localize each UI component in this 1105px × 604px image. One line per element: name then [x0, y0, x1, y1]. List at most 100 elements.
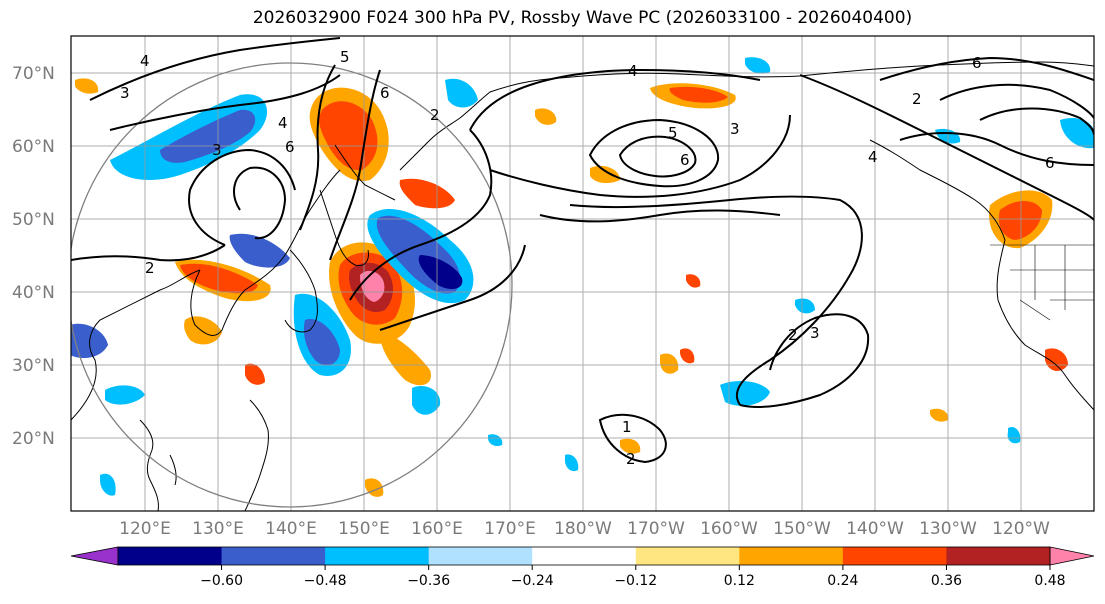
colorbar-segment	[635, 547, 740, 565]
negative-anomaly	[445, 78, 478, 108]
contour-label: 3	[212, 141, 222, 159]
lat-label: 70°N	[12, 64, 55, 84]
colorbar-segment	[118, 547, 223, 565]
longitude-labels: 120°E 130°E 140°E 150°E 160°E 170°E 180°…	[119, 519, 1050, 539]
admin-boundaries	[990, 244, 1094, 321]
lat-label: 30°N	[12, 356, 55, 376]
contour-label: 2	[145, 259, 155, 277]
positive-anomaly	[379, 330, 431, 386]
negative-anomaly	[303, 319, 340, 366]
positive-anomaly	[535, 108, 557, 125]
negative-anomaly	[488, 434, 503, 447]
contour-label: 1	[622, 418, 632, 436]
colorbar-segment	[739, 547, 844, 565]
positive-anomaly	[399, 178, 455, 209]
pv-anomaly-shading	[71, 57, 1094, 497]
contour-label: 6	[285, 138, 295, 156]
colorbar-segment	[428, 547, 533, 565]
contour-label: 5	[668, 124, 678, 142]
contour-labels: 4 3 6 5 2 4 6 2 3 4 5 6 3 6 4 6 2 2 3 1 …	[120, 48, 1055, 468]
contour-label: 4	[140, 52, 150, 70]
contour-label: 6	[680, 151, 690, 169]
positive-anomaly	[184, 316, 222, 345]
negative-anomaly	[100, 473, 116, 496]
lon-label: 170°W	[627, 519, 685, 539]
lon-label: 150°E	[338, 519, 390, 539]
pv-contours	[71, 37, 1094, 464]
lat-label: 50°N	[12, 210, 55, 230]
contour-label: 6	[1045, 154, 1055, 172]
colorbar-tick-label: 0.36	[931, 573, 962, 589]
lon-label: 130°E	[192, 519, 244, 539]
positive-anomaly	[245, 363, 265, 385]
negative-anomaly	[564, 454, 579, 472]
lat-label: 60°N	[12, 137, 55, 157]
colorbar-segment	[325, 547, 430, 565]
colorbar: −0.60 −0.48 −0.36 −0.24 −0.12 0.12 0.24 0.36 0.4…	[70, 546, 1095, 589]
lon-label: 160°W	[700, 519, 758, 539]
map-title: 2026032900 F024 300 hPa PV, Rossby Wave …	[252, 8, 913, 28]
lon-label: 130°W	[919, 519, 977, 539]
map-frame	[70, 35, 1095, 512]
lon-label: 150°W	[773, 519, 831, 539]
negative-anomaly	[160, 109, 256, 163]
colorbar-segment	[946, 547, 1051, 565]
negative-anomaly	[412, 385, 441, 415]
lon-label: 120°E	[119, 519, 171, 539]
positive-anomaly	[590, 165, 620, 184]
contour-label: 4	[628, 62, 638, 80]
colorbar-tick-label: −0.36	[407, 573, 450, 589]
negative-anomaly	[720, 380, 770, 406]
colorbar-segment	[532, 547, 637, 565]
positive-anomaly	[669, 86, 728, 103]
colorbar-tick-label: −0.24	[511, 573, 554, 589]
positive-anomaly	[930, 408, 949, 422]
contour-label: 3	[730, 120, 740, 138]
contour-label: 6	[972, 54, 982, 72]
coastlines	[71, 61, 1094, 511]
colorbar-segment	[221, 547, 326, 565]
positive-anomaly	[998, 201, 1042, 240]
latitude-labels: 70°N 60°N 50°N 40°N 30°N 20°N	[12, 64, 55, 449]
colorbar-tick-label: −0.60	[200, 573, 243, 589]
lon-label: 140°E	[265, 519, 317, 539]
colorbar-tick-label: 0.12	[724, 573, 755, 589]
lon-label: 160°E	[411, 519, 463, 539]
lon-label: 170°E	[484, 519, 536, 539]
negative-anomaly	[229, 233, 290, 268]
contour-label: 2	[626, 450, 636, 468]
contour-label: 3	[120, 84, 130, 102]
negative-anomaly	[105, 385, 145, 405]
negative-anomaly	[795, 298, 815, 314]
contour-label: 4	[278, 114, 288, 132]
colorbar-tick-label: 0.48	[1034, 573, 1065, 589]
positive-anomaly	[686, 274, 701, 288]
lon-label: 120°W	[992, 519, 1050, 539]
colorbar-tick-label: 0.24	[827, 573, 858, 589]
contour-label: 4	[868, 148, 878, 166]
reference-circle	[71, 62, 513, 508]
contour-label: 2	[788, 326, 798, 344]
positive-anomaly	[660, 353, 679, 374]
contour-label: 5	[340, 48, 350, 66]
positive-anomaly	[620, 438, 641, 454]
contour-label: 2	[912, 90, 922, 108]
colorbar-extend-max	[1049, 546, 1095, 566]
positive-anomaly	[680, 348, 695, 364]
negative-anomaly	[418, 255, 463, 290]
colorbar-tick-label: −0.48	[304, 573, 347, 589]
lon-label: 180°W	[554, 519, 612, 539]
colorbar-border	[117, 546, 1051, 566]
negative-anomaly	[745, 57, 771, 74]
colorbar-tick-label: −0.12	[614, 573, 657, 589]
lat-label: 40°N	[12, 283, 55, 303]
negative-anomaly	[1007, 426, 1021, 444]
contour-label: 6	[380, 84, 390, 102]
colorbar-segment	[842, 547, 947, 565]
contour-label: 2	[430, 106, 440, 124]
positive-anomaly	[75, 78, 99, 94]
contour-label: 3	[810, 324, 820, 342]
negative-anomaly	[1060, 118, 1094, 149]
lat-label: 20°N	[12, 429, 55, 449]
